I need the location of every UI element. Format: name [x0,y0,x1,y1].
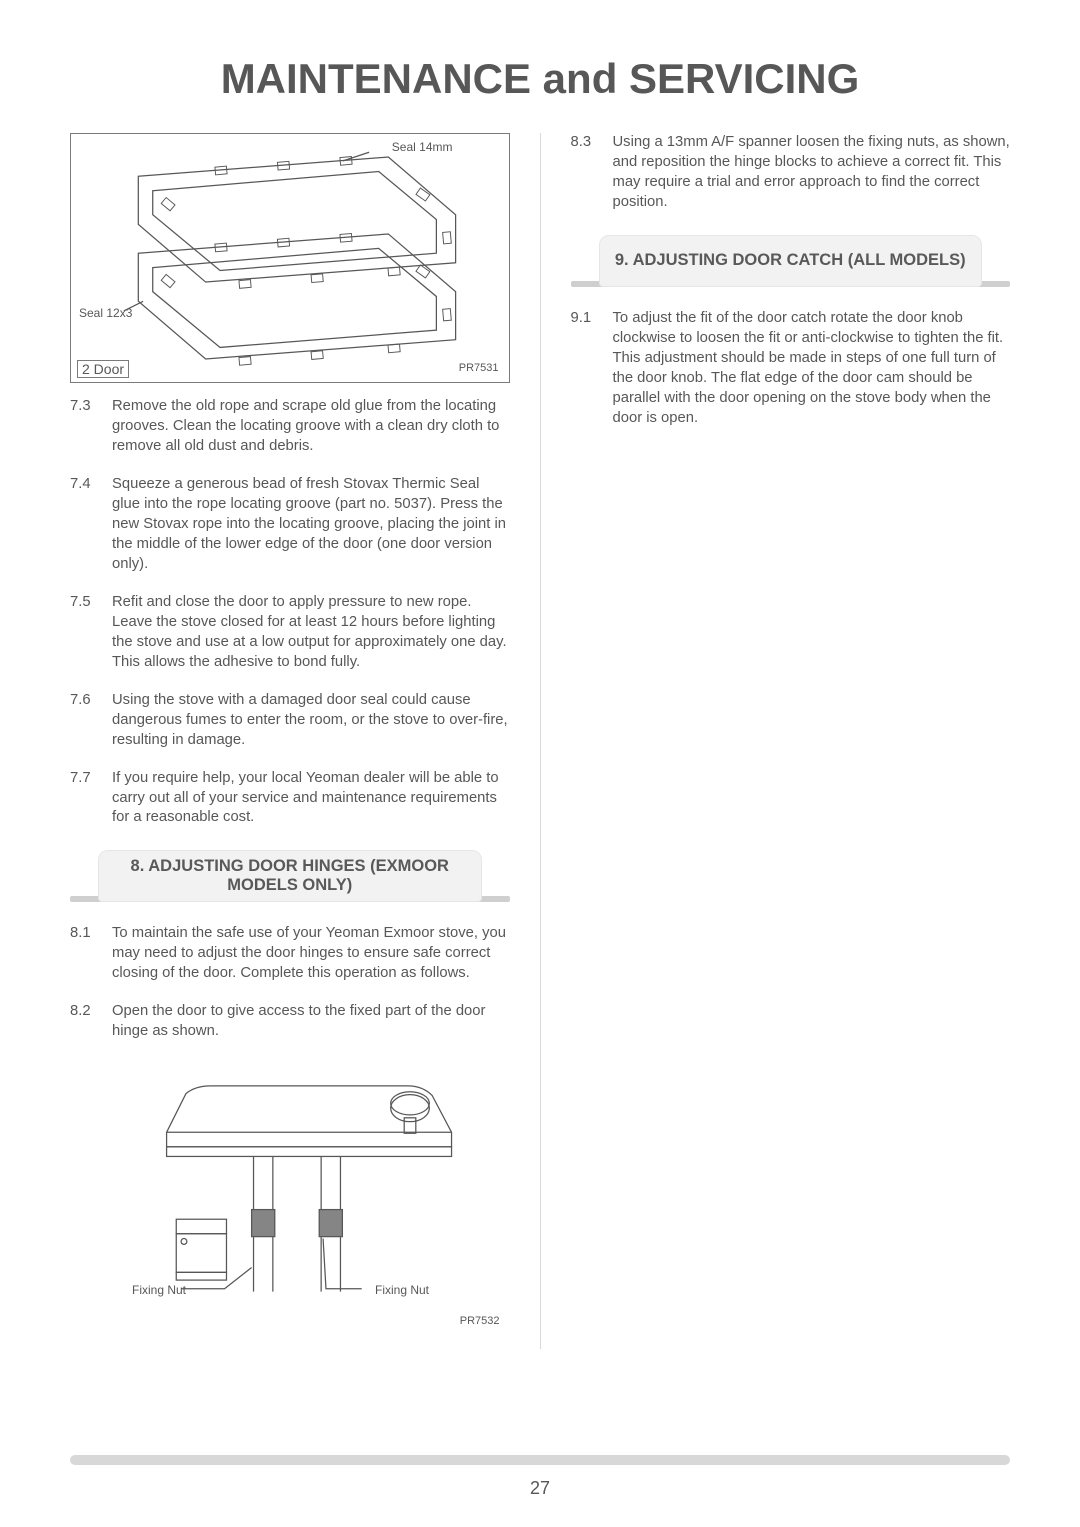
para-text: To adjust the fit of the door catch rota… [613,309,1011,429]
para-7-3: 7.3 Remove the old rope and scrape old g… [70,397,510,457]
para-8-1: 8.1 To maintain the safe use of your Yeo… [70,924,510,984]
right-column: 8.3 Using a 13mm A/F spanner loosen the … [571,133,1011,1349]
para-num: 8.3 [571,133,613,213]
page-title: MAINTENANCE and SERVICING [70,55,1010,103]
left-column: Seal 14mm Seal 12x3 2 Door PR7531 7.3 Re… [70,133,510,1349]
para-text: Refit and close the door to apply pressu… [112,593,510,673]
para-text: Using a 13mm A/F spanner loosen the fixi… [613,133,1011,213]
para-text: Remove the old rope and scrape old glue … [112,397,510,457]
para-7-6: 7.6 Using the stove with a damaged door … [70,691,510,751]
page-number: 27 [0,1478,1080,1499]
diagram-2door: Seal 14mm Seal 12x3 2 Door PR7531 [70,133,510,383]
para-num: 7.4 [70,475,112,575]
two-column-layout: Seal 14mm Seal 12x3 2 Door PR7531 7.3 Re… [70,133,1010,1349]
section8-heading: 8. ADJUSTING DOOR HINGES (EXMOOR MODELS … [70,850,510,906]
section9-heading: 9. ADJUSTING DOOR CATCH (ALL MODELS) [571,235,1011,291]
column-divider [540,133,541,1349]
para-7-4: 7.4 Squeeze a generous bead of fresh Sto… [70,475,510,575]
para-8-2: 8.2 Open the door to give access to the … [70,1002,510,1042]
para-text: Using the stove with a damaged door seal… [112,691,510,751]
para-text: Squeeze a generous bead of fresh Stovax … [112,475,510,575]
section9-title: 9. ADJUSTING DOOR CATCH (ALL MODELS) [615,251,966,271]
para-9-1: 9.1 To adjust the fit of the door catch … [571,309,1011,429]
fixnut-left-label: Fixing Nut [132,1283,186,1297]
fixnut-right-label: Fixing Nut [375,1283,429,1297]
para-7-5: 7.5 Refit and close the door to apply pr… [70,593,510,673]
para-text: Open the door to give access to the fixe… [112,1002,510,1042]
para-num: 7.5 [70,593,112,673]
para-text: To maintain the safe use of your Yeoman … [112,924,510,984]
para-num: 7.7 [70,769,112,829]
footer-bar [70,1455,1010,1465]
para-text: If you require help, your local Yeoman d… [112,769,510,829]
diagram-hinge-pr: PR7532 [460,1315,500,1327]
para-num: 9.1 [571,309,613,429]
seal12-label: Seal 12x3 [79,306,132,320]
diagram-2door-pr: PR7531 [459,362,499,374]
section8-title: 8. ADJUSTING DOOR HINGES (EXMOOR MODELS … [111,857,469,897]
para-8-3: 8.3 Using a 13mm A/F spanner loosen the … [571,133,1011,213]
para-num: 7.6 [70,691,112,751]
para-7-7: 7.7 If you require help, your local Yeom… [70,769,510,829]
seal14-label: Seal 14mm [392,140,453,154]
diagram-hinge: Fixing Nut Fixing Nut PR7532 [70,1060,510,1335]
para-num: 8.2 [70,1002,112,1042]
para-num: 7.3 [70,397,112,457]
para-num: 8.1 [70,924,112,984]
diagram-2door-caption: 2 Door [77,360,129,378]
